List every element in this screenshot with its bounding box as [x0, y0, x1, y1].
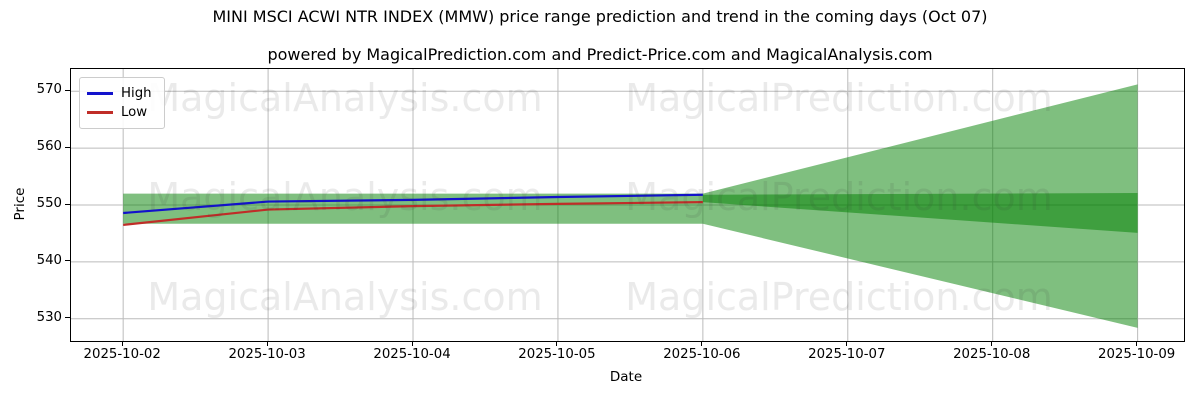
- historical-range-band: [123, 193, 703, 224]
- legend-label-low: Low: [121, 104, 148, 120]
- high-line-swatch: [87, 92, 113, 95]
- y-tick-mark: [65, 260, 70, 262]
- y-tick-mark: [65, 317, 70, 319]
- x-tick-label: 2025-10-07: [808, 347, 886, 362]
- x-tick-mark: [556, 341, 558, 346]
- chart-title: MINI MSCI ACWI NTR INDEX (MMW) price ran…: [212, 7, 988, 26]
- legend-entry-high: High: [87, 84, 156, 103]
- low-line: [123, 201, 703, 227]
- plot-area: MagicalAnalysis.com MagicalPrediction.com…: [70, 68, 1185, 342]
- y-tick-label: 550: [36, 196, 62, 211]
- high-line: [123, 193, 703, 215]
- y-tick-label: 530: [36, 309, 62, 325]
- forecast-range-inner-band: [702, 193, 1138, 233]
- legend-entry-low: Low: [87, 103, 156, 122]
- x-tick-label: 2025-10-04: [373, 347, 451, 362]
- x-tick-label: 2025-10-09: [1097, 347, 1176, 362]
- y-tick-label: 570: [36, 82, 62, 98]
- x-tick-label: 2025-10-05: [518, 347, 596, 362]
- x-tick-mark: [701, 341, 703, 346]
- x-tick-label: 2025-10-08: [953, 347, 1031, 362]
- legend-label-high: High: [121, 85, 152, 101]
- x-tick-mark: [411, 341, 413, 346]
- plot-canvas: [71, 69, 1184, 341]
- y-tick-mark: [65, 203, 70, 205]
- x-tick-mark: [1136, 341, 1138, 346]
- chart-subtitle: powered by MagicalPrediction.com and Pre…: [267, 45, 933, 64]
- x-tick-label: 2025-10-06: [663, 347, 741, 362]
- x-tick-label: 2025-10-02: [83, 347, 161, 362]
- x-tick-mark: [266, 341, 268, 346]
- x-tick-mark: [121, 341, 123, 346]
- legend: High Low: [79, 77, 165, 129]
- y-tick-label: 540: [36, 252, 62, 268]
- y-tick-mark: [65, 89, 70, 91]
- y-tick-mark: [65, 146, 70, 148]
- low-line-swatch: [87, 111, 113, 114]
- x-tick-mark: [991, 341, 993, 346]
- x-tick-mark: [846, 341, 848, 346]
- y-tick-label: 560: [36, 139, 62, 155]
- x-tick-label: 2025-10-03: [228, 347, 306, 362]
- x-axis-label: Date: [609, 369, 643, 385]
